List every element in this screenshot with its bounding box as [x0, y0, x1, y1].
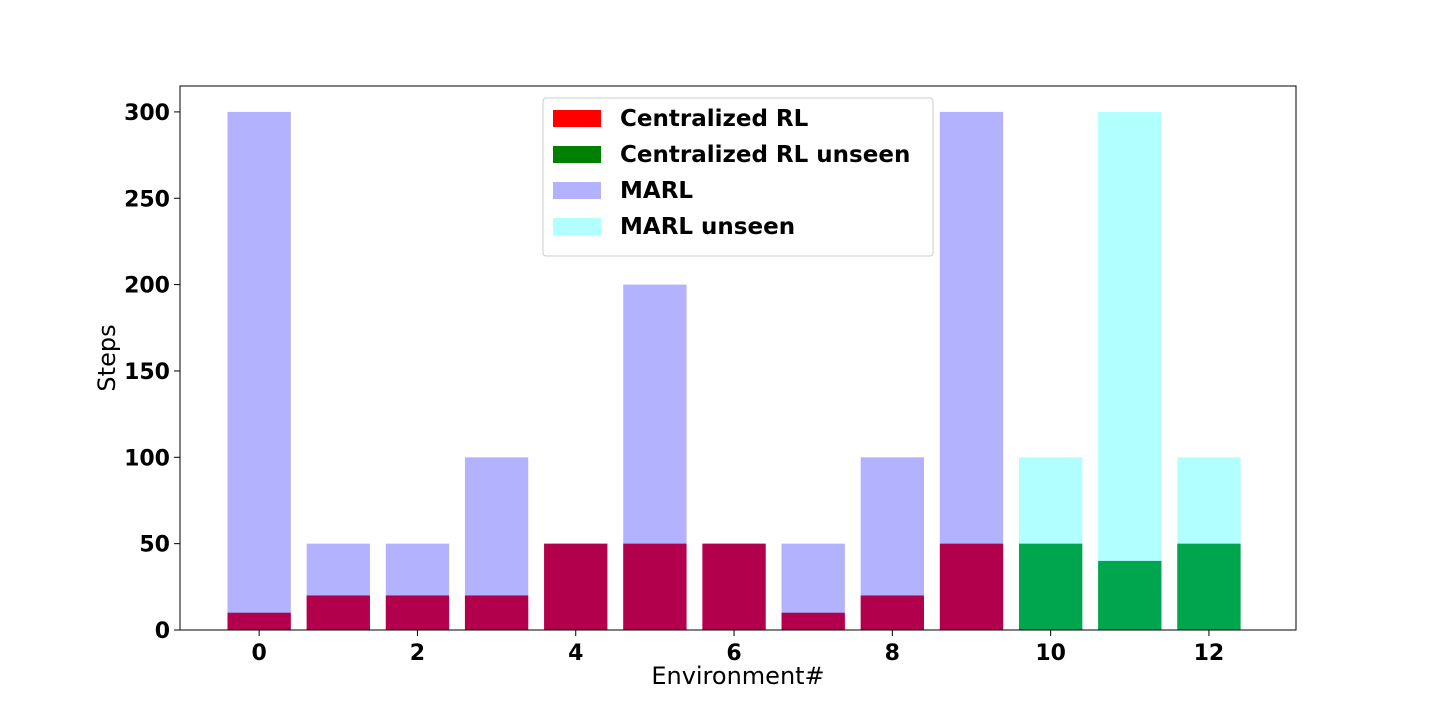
legend-item-marl: MARL — [553, 178, 693, 204]
legend-swatch — [553, 110, 601, 127]
legend-swatch — [553, 218, 601, 235]
legend-label: MARL unseen — [620, 214, 795, 240]
bar-centralized-rl-env-8 — [860, 595, 924, 630]
bar-centralized-rl-unseen-env-11 — [1098, 560, 1162, 630]
y-tick-label: 250 — [124, 187, 170, 212]
x-axis-label: Environment# — [651, 662, 824, 690]
legend-label: Centralized RL — [620, 106, 809, 132]
bar-marl-env-6 — [702, 543, 766, 630]
bar-marl-env-1 — [306, 543, 370, 630]
bar-marl-env-2 — [385, 543, 450, 630]
bar-centralized-rl-env-7 — [781, 612, 845, 630]
bar-centralized-rl-unseen-env-12 — [1177, 543, 1241, 630]
series-marl — [227, 111, 1004, 630]
legend: Centralized RL Centralized RL unseen MARL M… — [542, 97, 934, 257]
bar-marl-env-5 — [623, 284, 687, 630]
bar-marl-unseen-env-10 — [1018, 457, 1083, 630]
y-tick-label: 50 — [139, 533, 170, 558]
bar-centralized-rl-unseen-env-10 — [1018, 543, 1083, 630]
legend-label: MARL — [620, 178, 693, 204]
legend-item-centralized-rl: Centralized RL — [553, 106, 809, 132]
bar-marl-env-3 — [464, 457, 529, 630]
bar-centralized-rl-env-4 — [544, 543, 608, 630]
bar-centralized-rl-env-3 — [464, 595, 529, 630]
x-tick-label: 0 — [251, 641, 266, 666]
series-centralized-rl — [227, 543, 1004, 630]
bar-marl-env-9 — [939, 111, 1004, 630]
x-tick-label: 10 — [1035, 641, 1066, 666]
y-axis: 0 50 100 150 200 250 300 — [124, 101, 180, 644]
legend-swatch — [553, 146, 601, 163]
bars-layer — [227, 111, 1241, 630]
y-tick-label: 200 — [124, 274, 170, 299]
legend-item-marl-unseen: MARL unseen — [553, 214, 795, 240]
y-tick-label: 100 — [124, 446, 170, 471]
x-tick-label: 12 — [1194, 641, 1225, 666]
x-tick-label: 8 — [885, 641, 900, 666]
bar-centralized-rl-env-1 — [306, 595, 370, 630]
x-tick-label: 6 — [726, 641, 741, 666]
plot-frame — [179, 85, 1297, 631]
bar-marl-env-7 — [781, 543, 845, 630]
y-axis-label: Steps — [93, 324, 121, 391]
bar-marl-unseen-env-12 — [1177, 457, 1241, 630]
series-centralized-rl-unseen — [1018, 543, 1241, 630]
legend-item-centralized-rl-unseen: Centralized RL unseen — [553, 142, 910, 168]
bar-marl-env-4 — [544, 543, 608, 630]
bar-centralized-rl-env-5 — [623, 543, 687, 630]
legend-box — [542, 97, 934, 257]
y-tick-label: 150 — [124, 360, 170, 385]
bar-marl-env-0 — [227, 111, 291, 630]
bar-centralized-rl-env-2 — [385, 595, 450, 630]
bar-centralized-rl-env-6 — [702, 543, 766, 630]
y-tick-label: 0 — [155, 619, 170, 644]
bar-marl-env-8 — [860, 457, 924, 630]
x-tick-label: 2 — [410, 641, 425, 666]
legend-swatch — [553, 182, 601, 199]
legend-label: Centralized RL unseen — [620, 142, 910, 168]
series-marl-unseen — [1018, 111, 1241, 630]
bar-centralized-rl-env-9 — [939, 543, 1004, 630]
x-axis: 0 2 4 6 8 10 12 — [251, 630, 1224, 666]
bar-centralized-rl-env-0 — [227, 612, 291, 630]
x-tick-label: 4 — [568, 641, 583, 666]
y-tick-label: 300 — [124, 101, 170, 126]
bar-marl-unseen-env-11 — [1098, 111, 1162, 630]
